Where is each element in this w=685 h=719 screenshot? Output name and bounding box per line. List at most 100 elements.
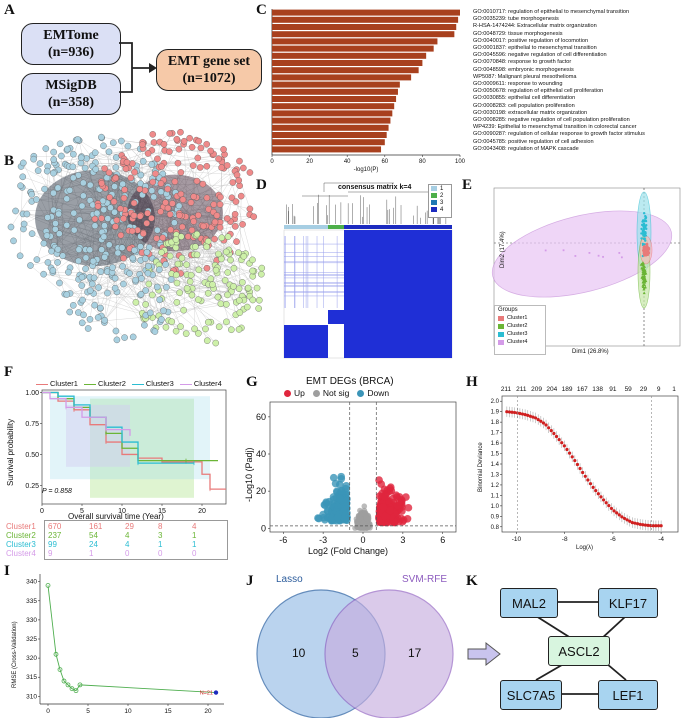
pca-point-c2 (642, 280, 646, 284)
lasso-top-tick-label: 204 (546, 386, 557, 393)
network-node (173, 135, 181, 143)
lasso-point (510, 410, 514, 414)
lasso-point (633, 521, 637, 525)
enrichment-bar (272, 103, 395, 110)
network-edge (104, 258, 146, 321)
volcano-point-notsig (365, 523, 372, 530)
network-node (199, 180, 207, 188)
network-edge (147, 273, 232, 330)
network-node (34, 167, 42, 174)
network-edge (115, 226, 118, 340)
rmse-ytick-label: 320 (26, 655, 37, 662)
lasso-ytick-label: 2.0 (491, 399, 500, 405)
pca-point-c1 (644, 249, 647, 253)
network-node (119, 180, 126, 188)
lasso-xtick-label: -6 (610, 536, 616, 543)
network-node (82, 265, 89, 273)
pca-point-c3 (642, 219, 646, 222)
network-node (70, 209, 78, 217)
geneset-label: EMT gene set (167, 54, 251, 69)
network-node (119, 263, 126, 270)
emtome-label: EMTome (43, 28, 99, 43)
network-node (228, 194, 236, 202)
network-node (218, 255, 225, 263)
rmse-xtick-label: 5 (86, 708, 90, 715)
risk-cell: 1 (192, 531, 197, 540)
lasso-top-tick-label: 211 (516, 386, 527, 393)
network-node (172, 327, 180, 335)
network-node (27, 262, 34, 269)
legend-label: Down (367, 388, 390, 398)
legend-swatch (431, 186, 437, 191)
network-node (44, 259, 52, 266)
network-edge (145, 215, 199, 259)
volcano-legend: Up Not sig Down (284, 388, 397, 398)
pca-legend-item: Cluster1 (495, 314, 545, 322)
network-node (145, 262, 152, 270)
network-node (100, 206, 108, 214)
lasso-point (638, 522, 642, 526)
block-cluster-large (344, 230, 452, 358)
network-node (203, 264, 211, 272)
network-edge (52, 270, 125, 338)
bar-xtick-label: 40 (344, 159, 351, 165)
lasso-point (513, 410, 517, 415)
dendrogram (286, 182, 447, 224)
network-node (215, 250, 222, 258)
network-edge (160, 191, 236, 227)
pca-point-c2 (639, 263, 643, 266)
network-node (117, 231, 125, 239)
legend-swatch (179, 383, 192, 385)
network-node (100, 233, 108, 241)
network-edge (58, 157, 82, 214)
network-node (49, 267, 57, 274)
cluster-bar (284, 225, 328, 229)
network-edge (77, 139, 126, 169)
legend-swatch (498, 323, 504, 329)
network-node (138, 275, 145, 282)
lasso-point (557, 437, 561, 442)
network-node (209, 281, 216, 288)
network-node (156, 296, 163, 304)
lasso-point (591, 485, 595, 489)
km-xtick-label: 20 (198, 508, 206, 515)
km-ytick-label: 1.00 (25, 390, 39, 397)
network-node (239, 279, 246, 286)
network-node (150, 139, 158, 146)
network-edge (133, 211, 161, 228)
network-node (110, 198, 118, 205)
network-node (98, 215, 105, 222)
network-node (160, 140, 168, 148)
network-node (239, 221, 246, 228)
pca-point-c3 (643, 237, 646, 240)
volcano-point-down (325, 497, 333, 506)
network-node (195, 266, 203, 274)
network-node (101, 316, 108, 324)
network-edge (66, 225, 141, 261)
km-xtick-label: 5 (80, 508, 84, 515)
pca-point-c4 (597, 254, 600, 257)
network-node (235, 177, 243, 184)
network-edge (175, 247, 213, 285)
network-node (40, 270, 47, 278)
panel-label-a: A (4, 2, 15, 18)
volcano-point-notsig (360, 521, 366, 528)
lasso-point (583, 474, 587, 478)
enrichment-term: GO:0008285: negative regulation of cell … (473, 117, 630, 123)
risk-cell: 670 (48, 522, 62, 531)
network-edge (184, 141, 189, 237)
network-edge (107, 217, 193, 270)
pca-point-c2 (641, 277, 645, 281)
network-node (188, 291, 196, 299)
network-edge (131, 212, 181, 274)
consensus-legend-item: 2 (429, 192, 451, 199)
network-node (200, 222, 207, 230)
legend-swatch (284, 390, 291, 398)
panel-label-k: K (466, 573, 478, 589)
network-node (94, 202, 102, 210)
rmse-point (45, 583, 51, 588)
network-node (78, 282, 86, 289)
lasso-point (567, 451, 572, 455)
lasso-ytick-label: 1.0 (491, 504, 500, 510)
network-node (142, 301, 149, 308)
